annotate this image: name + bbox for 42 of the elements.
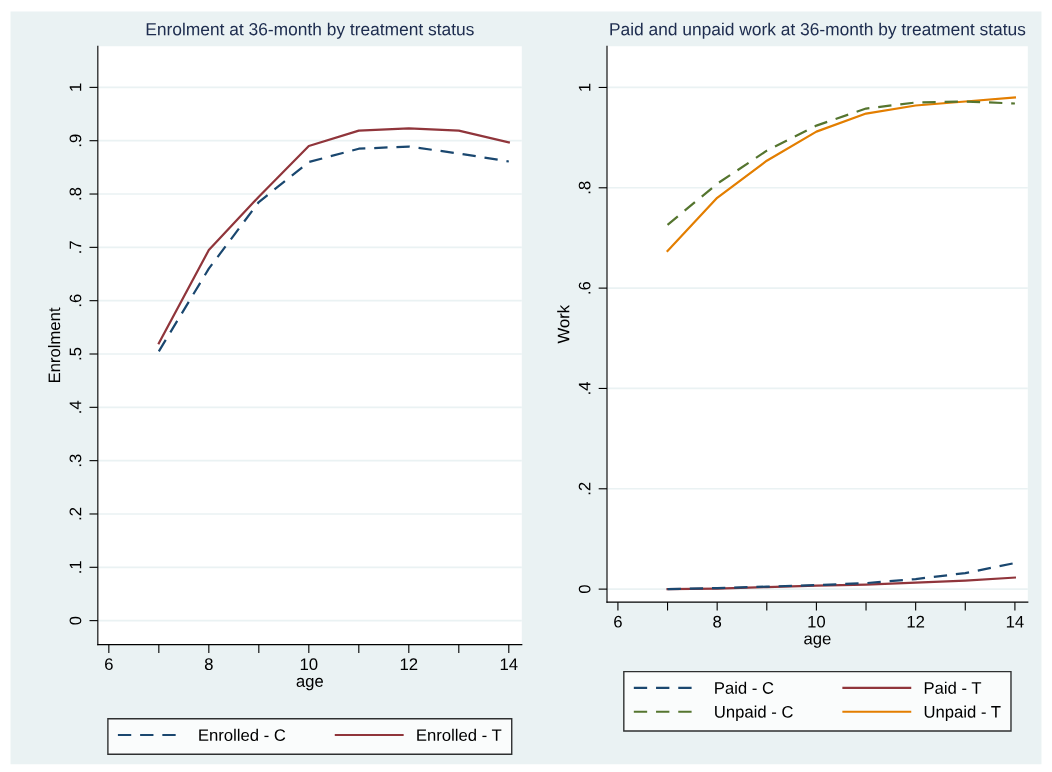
y-axis-title: Work (557, 304, 570, 344)
x-tick-label: 6 (614, 615, 622, 628)
y-tick-label: .3 (69, 454, 82, 467)
y-tick-label: .6 (578, 281, 591, 294)
y-tick-label: 0 (69, 616, 82, 625)
x-tick-label: 10 (808, 615, 826, 628)
y-tick-label: 1 (69, 83, 82, 91)
x-tick-label: 8 (204, 658, 213, 671)
y-tick-label: .1 (69, 561, 82, 573)
legend-label: Enrolled - T (417, 728, 502, 742)
x-tick-label: 8 (713, 615, 722, 628)
y-tick-label: .9 (69, 134, 82, 147)
y-tick-label: .6 (69, 294, 82, 307)
x-axis-title: age (804, 635, 831, 648)
y-tick-label: 0 (578, 585, 591, 594)
x-tick-label: 12 (400, 658, 418, 670)
legend-label: Paid - C (715, 681, 774, 694)
line-series (666, 576, 1017, 591)
legend-label: Paid - T (924, 681, 982, 694)
x-tick-label: 14 (1006, 615, 1024, 628)
legend-label: Unpaid - C (715, 705, 793, 722)
x-tick-label: 10 (300, 658, 318, 671)
y-tick-label: .4 (578, 381, 591, 394)
y-tick-label: 1 (578, 83, 591, 91)
legend-label: Enrolled - C (199, 728, 286, 742)
y-tick-label: .5 (69, 347, 82, 360)
line-series (666, 100, 1017, 227)
chart-title: Paid and unpaid work at 36-month by treatment status (610, 22, 1026, 39)
x-tick-label: 6 (105, 658, 113, 671)
x-tick-label: 14 (500, 658, 518, 670)
y-tick-label: .8 (69, 187, 82, 200)
chart-title: Enrolment at 36-month by treatment status (146, 22, 474, 39)
y-tick-label: .2 (69, 507, 82, 520)
line-series (666, 96, 1017, 253)
y-axis-title: Enrolment (48, 307, 61, 383)
legend-label: Unpaid - T (924, 705, 1001, 722)
y-tick-label: .4 (69, 400, 82, 413)
y-tick-label: .2 (578, 482, 591, 495)
y-tick-label: .8 (578, 181, 591, 194)
y-tick-label: .7 (69, 241, 82, 253)
x-axis-title: age (296, 677, 323, 691)
x-tick-label: 12 (907, 615, 925, 628)
